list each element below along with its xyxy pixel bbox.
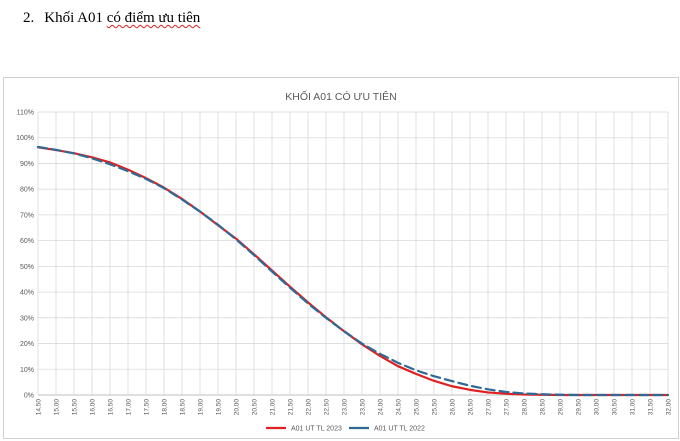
x-tick-label: 17,50 [143, 399, 150, 416]
series-lines [36, 145, 670, 397]
y-tick-label: 10% [20, 367, 34, 374]
series-line-2 [36, 145, 670, 397]
x-tick-label: 18,00 [161, 399, 168, 416]
x-tick-label: 20,50 [251, 399, 258, 416]
x-tick-label: 22,00 [305, 399, 312, 416]
x-tick-label: 24,50 [395, 399, 402, 416]
legend-label-2: A01 UT TL 2022 [374, 426, 425, 433]
x-tick-label: 23,50 [359, 399, 366, 416]
y-tick-label: 30% [20, 315, 34, 322]
x-tick-label: 30,00 [593, 399, 600, 416]
gridlines [37, 111, 669, 396]
x-tick-label: 29,00 [557, 399, 564, 416]
x-axis-ticks: 14,50 15,00 15,50 16,00 16,50 17,00 17,50 18,00… [35, 399, 672, 416]
legend: A01 UT TL 2023 A01 UT TL 2022 [266, 426, 425, 433]
x-tick-label: 32,00 [665, 399, 672, 416]
x-tick-label: 15,50 [71, 399, 78, 416]
x-tick-label: 19,00 [197, 399, 204, 416]
x-tick-label: 30,50 [611, 399, 618, 416]
line-chart: KHỐI A01 CÓ ƯU TIÊN 0% 10% 20% 30% 40% 50% 60%… [16, 89, 672, 433]
x-tick-label: 27,00 [485, 399, 492, 416]
y-tick-label: 80% [20, 187, 34, 194]
x-tick-label: 31,50 [647, 399, 654, 416]
x-tick-label: 18,50 [179, 399, 186, 416]
x-tick-label: 28,50 [539, 399, 546, 416]
y-tick-label: 60% [20, 238, 34, 245]
x-tick-label: 25,00 [413, 399, 420, 416]
y-tick-label: 20% [20, 341, 34, 348]
x-tick-label: 29,50 [575, 399, 582, 416]
x-tick-label: 24,00 [377, 399, 384, 416]
x-tick-label: 21,50 [287, 399, 294, 416]
y-tick-label: 40% [20, 290, 34, 297]
y-axis-ticks: 0% 10% 20% 30% 40% 50% 60% 70% 80% 90% 100% 110% [16, 110, 34, 400]
x-tick-label: 14,50 [35, 399, 42, 416]
y-tick-label: 90% [20, 161, 34, 168]
x-tick-label: 22,50 [323, 399, 330, 416]
x-tick-label: 21,00 [269, 399, 276, 416]
chart-title: KHỐI A01 CÓ ƯU TIÊN [285, 89, 396, 103]
x-tick-label: 26,50 [467, 399, 474, 416]
x-tick-label: 20,00 [233, 399, 240, 416]
chart-frame: KHỐI A01 CÓ ƯU TIÊN 0% 10% 20% 30% 40% 50% 60%… [3, 77, 679, 439]
x-tick-label: 16,00 [89, 399, 96, 416]
x-tick-label: 26,00 [449, 399, 456, 416]
heading-underlined: có điểm ưu tiên [106, 10, 201, 26]
series-line-1 [36, 146, 670, 397]
section-heading: 2. Khối A01 có điểm ưu tiên [23, 10, 200, 27]
x-tick-label: 23,00 [341, 399, 348, 416]
heading-plain: Khối A01 [44, 10, 104, 26]
x-tick-label: 25,50 [431, 399, 438, 416]
x-tick-label: 31,00 [629, 399, 636, 416]
x-tick-label: 16,50 [107, 399, 114, 416]
y-tick-label: 100% [16, 135, 34, 142]
y-tick-label: 110% [17, 110, 34, 117]
x-tick-label: 15,00 [53, 399, 60, 416]
y-tick-label: 70% [20, 212, 34, 219]
y-tick-label: 50% [20, 264, 34, 271]
x-tick-label: 28,00 [521, 399, 528, 416]
x-tick-label: 19,50 [215, 399, 222, 416]
x-tick-label: 27,50 [503, 399, 510, 416]
x-tick-label: 17,00 [125, 399, 132, 416]
y-tick-label: 0% [24, 393, 34, 400]
legend-label-1: A01 UT TL 2023 [291, 426, 342, 433]
section-number: 2. [23, 10, 35, 26]
